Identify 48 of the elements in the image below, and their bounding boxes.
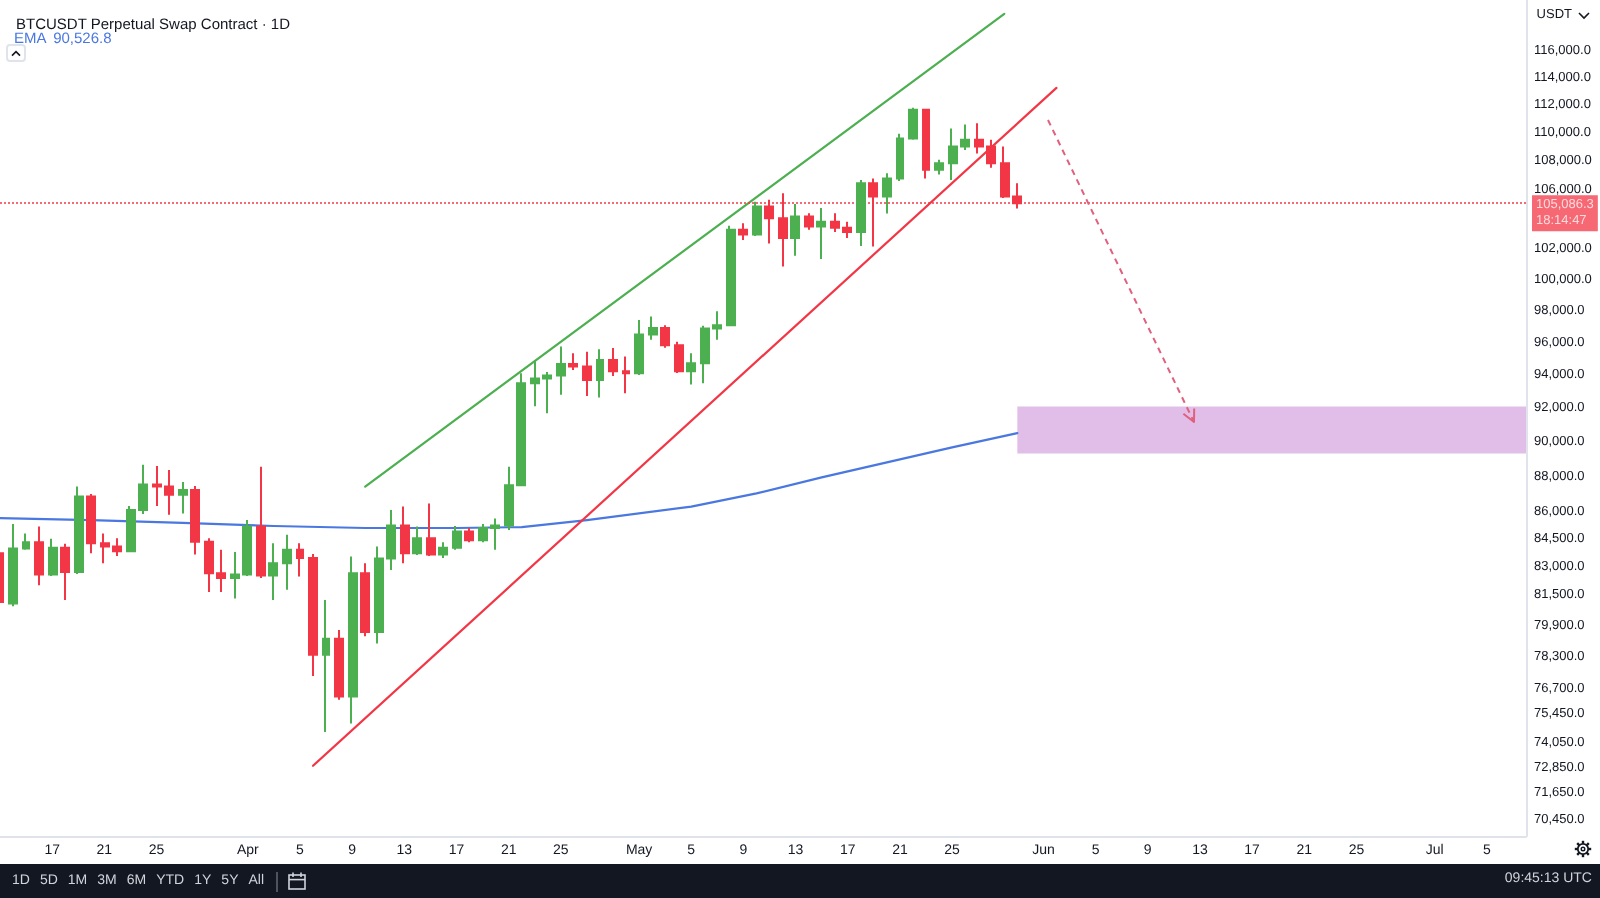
candlestick xyxy=(178,480,188,515)
candlestick xyxy=(622,355,630,395)
candlestick xyxy=(608,346,618,377)
candlestick xyxy=(790,202,800,257)
candlestick xyxy=(738,222,748,241)
candlestick xyxy=(674,340,684,374)
candlestick xyxy=(752,200,762,237)
candlestick xyxy=(882,172,892,215)
candlestick xyxy=(426,502,436,557)
candlestick xyxy=(686,352,696,386)
candlestick xyxy=(60,542,70,602)
candlestick xyxy=(86,492,96,555)
candlestick xyxy=(634,318,644,376)
candlestick xyxy=(804,212,814,231)
candlestick xyxy=(922,108,930,180)
candlestick xyxy=(438,541,448,559)
candlestick xyxy=(8,523,18,608)
candlestick xyxy=(856,179,866,248)
candlestick xyxy=(282,533,292,591)
candlestick xyxy=(308,552,318,677)
candlestick xyxy=(568,352,578,371)
candlestick xyxy=(256,465,266,580)
candlestick xyxy=(190,485,200,556)
candlestick xyxy=(334,628,344,701)
candlestick xyxy=(896,132,904,183)
line-series xyxy=(0,431,1019,530)
candlestick xyxy=(412,525,422,557)
candlestick xyxy=(22,532,30,551)
candlestick xyxy=(660,324,670,349)
candlestick xyxy=(296,542,304,578)
candlestick xyxy=(348,555,358,725)
candlestick xyxy=(464,526,474,544)
candlestick xyxy=(48,537,58,577)
candlestick xyxy=(648,315,658,341)
candlestick xyxy=(400,505,410,565)
candlestick xyxy=(268,542,278,602)
candlestick xyxy=(74,485,84,575)
candlestick xyxy=(360,562,370,638)
candlestick xyxy=(596,348,604,399)
candlestick xyxy=(908,106,918,141)
candlestick xyxy=(322,599,330,734)
candlestick xyxy=(934,158,944,176)
candlestick xyxy=(452,525,462,551)
candlestick xyxy=(556,345,566,396)
candlestick xyxy=(34,525,44,587)
candlestick xyxy=(726,224,736,327)
candlestick xyxy=(816,207,826,260)
candlestick xyxy=(582,350,592,398)
